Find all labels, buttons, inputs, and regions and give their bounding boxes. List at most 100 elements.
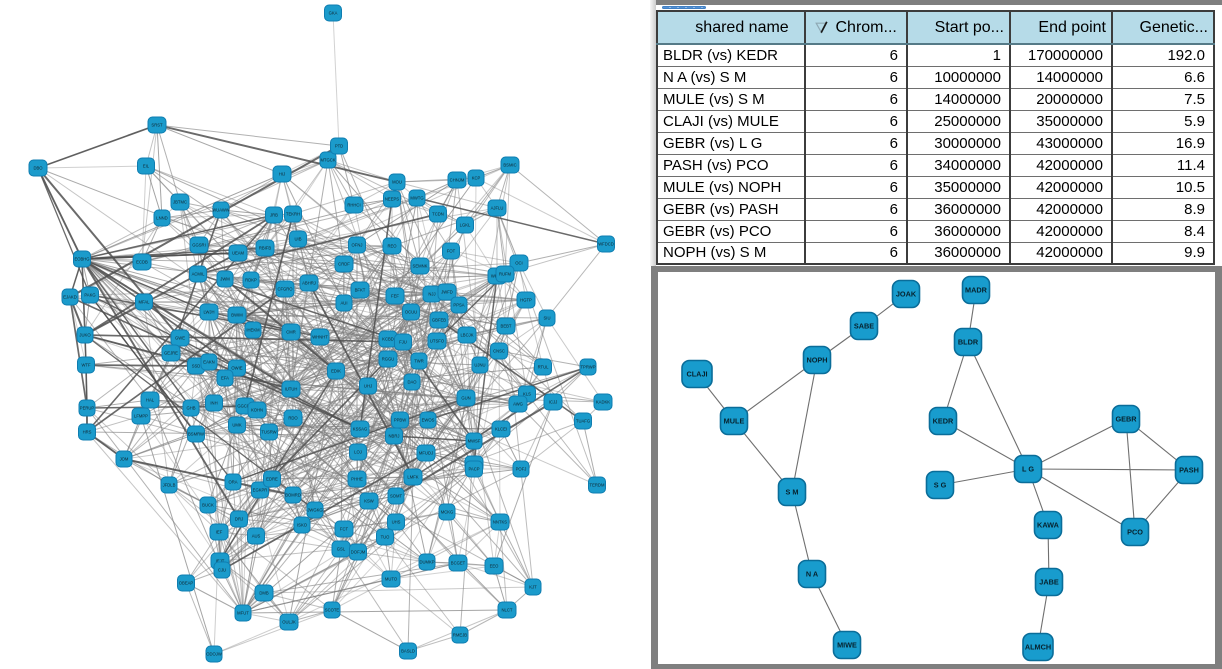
svg-text:UIB: UIB xyxy=(295,237,302,242)
svg-text:EIL: EIL xyxy=(143,164,150,169)
svg-text:LFMPP: LFMPP xyxy=(134,414,148,419)
svg-text:WTF: WTF xyxy=(81,363,91,368)
svg-text:MADR: MADR xyxy=(965,286,988,295)
svg-text:KOHN: KOHN xyxy=(251,408,263,413)
svg-text:BCGET: BCGET xyxy=(451,561,466,566)
svg-text:DBO: DBO xyxy=(33,166,43,171)
svg-text:RTUL: RTUL xyxy=(538,365,550,370)
svg-text:DAO: DAO xyxy=(407,380,417,385)
svg-text:PASH: PASH xyxy=(1179,466,1199,475)
svg-text:ALMCH: ALMCH xyxy=(1025,643,1051,652)
svg-text:CLAJI: CLAJI xyxy=(686,370,707,379)
svg-text:EEO: EEO xyxy=(490,564,500,569)
svg-text:POFJ: POFJ xyxy=(516,467,527,472)
svg-text:RDO: RDO xyxy=(288,416,298,421)
svg-text:GEBR: GEBR xyxy=(1115,415,1137,424)
svg-text:DRJ: DRJ xyxy=(235,517,243,522)
svg-text:LWJH: LWJH xyxy=(203,310,214,315)
svg-text:WFDCD: WFDCD xyxy=(598,242,614,247)
svg-text:KCP: KCP xyxy=(472,176,481,181)
svg-text:KLCEI: KLCEI xyxy=(495,427,507,432)
svg-text:MWTG: MWTG xyxy=(410,196,423,201)
svg-text:OULJK: OULJK xyxy=(282,620,296,625)
svg-text:KLS: KLS xyxy=(523,392,531,397)
svg-text:OCI: OCI xyxy=(515,261,522,266)
svg-text:MTGCK: MTGCK xyxy=(320,158,335,163)
svg-text:KADKK: KADKK xyxy=(596,400,610,405)
svg-text:ORA: ORA xyxy=(228,480,237,485)
svg-text:S G: S G xyxy=(934,481,947,490)
svg-text:ACMIL: ACMIL xyxy=(192,272,205,277)
svg-text:SEMNK: SEMNK xyxy=(413,264,428,269)
svg-text:LMFK: LMFK xyxy=(407,475,418,480)
svg-text:SSD: SSD xyxy=(192,364,201,369)
svg-text:JABE: JABE xyxy=(1039,578,1059,587)
svg-text:MFUT: MFUT xyxy=(237,611,249,616)
svg-text:TEKRH: TEKRH xyxy=(286,212,300,217)
svg-text:LOJ: LOJ xyxy=(354,450,362,455)
svg-text:ISKO: ISKO xyxy=(297,523,308,528)
svg-text:TWR: TWR xyxy=(414,359,424,364)
svg-text:RMEJB: RMEJB xyxy=(453,633,467,638)
svg-text:KCBD: KCBD xyxy=(382,337,394,342)
svg-text:RHHCI: RHHCI xyxy=(347,203,360,208)
svg-text:DOFJM: DOFJM xyxy=(351,550,366,555)
svg-text:TCDN: TCDN xyxy=(432,212,444,217)
svg-text:NEEPS: NEEPS xyxy=(385,197,399,202)
svg-text:ODOJW: ODOJW xyxy=(206,652,222,657)
svg-text:FEF: FEF xyxy=(391,294,399,299)
svg-text:BFKT: BFKT xyxy=(355,288,366,293)
svg-text:AWG: AWG xyxy=(513,402,523,407)
svg-text:ECDB: ECDB xyxy=(136,260,148,265)
svg-text:GGCFO: GGCFO xyxy=(237,404,253,409)
svg-text:EWOS: EWOS xyxy=(422,418,435,423)
svg-text:CFGRO: CFGRO xyxy=(277,287,293,292)
svg-text:CNSC: CNSC xyxy=(493,349,505,354)
svg-text:FOT: FOT xyxy=(447,249,456,254)
svg-text:UHJ: UHJ xyxy=(364,384,372,389)
svg-text:CHNJM: CHNJM xyxy=(450,178,465,183)
svg-text:NBRJ: NBRJ xyxy=(389,434,400,439)
svg-text:LNND: LNND xyxy=(156,216,167,221)
svg-text:GBFEB: GBFEB xyxy=(432,318,446,323)
svg-text:BWIM: BWIM xyxy=(231,313,243,318)
svg-text:MFAL: MFAL xyxy=(139,300,151,305)
svg-text:NJJ: NJJ xyxy=(428,292,435,297)
svg-text:BLDR: BLDR xyxy=(958,338,979,347)
svg-text:PACP: PACP xyxy=(468,467,479,472)
svg-text:MUTO: MUTO xyxy=(385,577,398,582)
svg-text:BUCK: BUCK xyxy=(202,503,214,508)
svg-text:GKA: GKA xyxy=(329,11,338,16)
svg-text:IEJT: IEJT xyxy=(216,559,225,564)
svg-text:PTD: PTD xyxy=(335,144,343,149)
svg-text:BOMRD: BOMRD xyxy=(285,493,301,498)
svg-text:EJAKD: EJAKD xyxy=(63,295,77,300)
svg-text:HAL: HAL xyxy=(146,398,155,403)
svg-text:PPSA: PPSA xyxy=(453,303,464,308)
svg-text:JOM: JOM xyxy=(120,457,129,462)
svg-text:EDIK: EDIK xyxy=(331,369,341,374)
svg-text:GUN: GUN xyxy=(461,396,470,401)
svg-text:NOPH: NOPH xyxy=(806,356,827,365)
svg-text:JBTMC: JBTMC xyxy=(173,200,187,205)
svg-text:SABE: SABE xyxy=(854,322,874,331)
svg-text:SOMT: SOMT xyxy=(390,494,403,499)
svg-text:HGTP: HGTP xyxy=(520,298,532,303)
svg-text:AUI: AUI xyxy=(341,301,348,306)
svg-text:HIJ: HIJ xyxy=(279,172,285,177)
svg-text:JFDLB: JFDLB xyxy=(163,483,176,488)
svg-text:KEDR: KEDR xyxy=(933,417,954,426)
svg-text:INH: INH xyxy=(210,401,217,406)
svg-text:TUAFG: TUAFG xyxy=(576,419,590,424)
svg-text:EGKPR: EGKPR xyxy=(253,488,268,493)
svg-text:RDKP: RDKP xyxy=(245,278,257,283)
svg-text:NNTKS: NNTKS xyxy=(493,520,507,525)
svg-text:UEAM: UEAM xyxy=(232,251,245,256)
svg-text:AUS: AUS xyxy=(252,534,261,539)
svg-text:EOBHG: EOBHG xyxy=(74,257,89,262)
svg-text:CRDF: CRDF xyxy=(338,262,350,267)
svg-text:FJU: FJU xyxy=(399,340,407,345)
svg-text:S M: S M xyxy=(786,488,799,497)
svg-text:MFUDJ: MFUDJ xyxy=(419,451,433,456)
svg-text:DUMKP: DUMKP xyxy=(419,560,434,565)
